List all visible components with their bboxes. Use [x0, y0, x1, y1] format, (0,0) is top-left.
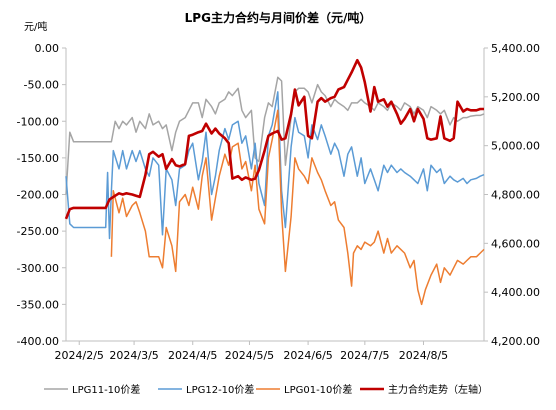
- left-axis-tick-label: -400.00: [17, 335, 59, 348]
- legend-label: LPG12-10价差: [186, 383, 254, 396]
- series-line-3: [110, 109, 485, 306]
- right-axis-tick-label: 4,600.00: [491, 237, 540, 250]
- x-axis-tick-label: 2024/8/5: [399, 349, 448, 362]
- series-layer: [64, 58, 485, 306]
- series-line-1: [65, 76, 485, 195]
- series-line-4: [64, 58, 484, 220]
- x-axis-tick-label: 2024/5/5: [225, 349, 274, 362]
- right-axis-tick-label: 5,400.00: [491, 42, 540, 55]
- left-axis-tick-label: -350.00: [17, 298, 59, 311]
- series-line-2: [65, 91, 485, 240]
- right-axis-tick-label: 4,400.00: [491, 286, 540, 299]
- legend-label: 主力合约走势（左轴）: [388, 383, 488, 396]
- left-axis-tick-label: -150.00: [17, 152, 59, 165]
- left-axis-tick-label: -250.00: [17, 225, 59, 238]
- x-axis-tick-label: 2024/4/5: [168, 349, 217, 362]
- legend: LPG11-10价差 LPG12-10价差 LPG01-10价差 主力合约走势（左轴）: [44, 383, 488, 396]
- legend-label: LPG11-10价差: [72, 383, 140, 396]
- right-axis-tick-label: 4,800.00: [491, 189, 540, 202]
- left-axis-tick-label: -300.00: [17, 262, 59, 275]
- right-axis-tick-label: 4,200.00: [491, 335, 540, 348]
- right-axis-tick-label: 5,000.00: [491, 140, 540, 153]
- legend-label: LPG01-10价差: [284, 383, 352, 396]
- left-axis-tick-label: -50.00: [24, 79, 59, 92]
- chart-title: LPG主力合约与月间价差（元/吨）: [185, 10, 372, 25]
- x-axis-tick-label: 2024/6/5: [283, 349, 332, 362]
- left-axis-tick-label: -200.00: [17, 189, 59, 202]
- x-axis-tick-label: 2024/2/5: [55, 349, 104, 362]
- axes: 0.00 -50.00 -100.00 -150.00 -200.00 -250.00 -3…: [17, 42, 540, 362]
- left-axis-tick-label: 0.00: [35, 42, 60, 55]
- left-axis-tick-label: -100.00: [17, 115, 59, 128]
- x-axis-tick-label: 2024/7/5: [340, 349, 389, 362]
- right-axis-tick-label: 5,200.00: [491, 91, 540, 104]
- x-axis-tick-label: 2024/3/5: [109, 349, 158, 362]
- left-axis-unit: 元/吨: [24, 20, 47, 33]
